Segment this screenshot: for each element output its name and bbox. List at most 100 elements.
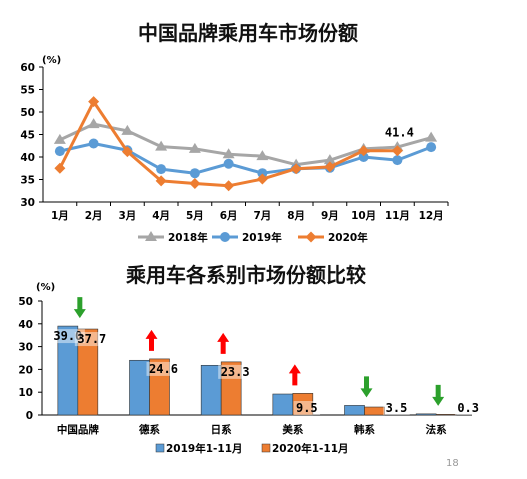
data-point-2020年 <box>290 163 302 175</box>
y-tick-label: 40 <box>18 319 33 331</box>
data-point-2018年 <box>188 142 201 153</box>
x-tick-label: 1月 <box>51 210 69 222</box>
bar-2020年1-11月-中国品牌 <box>77 328 99 416</box>
data-label-bg <box>383 401 410 415</box>
bar-2020年1-11月-日系 <box>220 361 242 416</box>
page-number: 18 <box>446 458 459 469</box>
x-tick-label: 德系 <box>138 423 160 436</box>
legend-marker <box>305 231 317 243</box>
legend-label: 2020年1-11月 <box>272 442 349 455</box>
bar-2019年1-11月-法系 <box>415 413 437 416</box>
data-point-2019年 <box>358 152 369 162</box>
x-tick-label: 4月 <box>152 210 170 222</box>
data-point-2019年 <box>392 155 403 166</box>
data-label: 24.6 <box>149 362 178 376</box>
y-tick-label: 50 <box>20 107 35 119</box>
data-point-2018年 <box>121 124 134 135</box>
data-label: 9.5 <box>296 401 318 415</box>
legend-swatch <box>261 443 271 453</box>
y-tick-label: 30 <box>20 197 35 209</box>
series-line-2019年 <box>59 142 432 175</box>
x-tick-label: 韩系 <box>354 423 375 436</box>
x-tick-label: 2月 <box>85 210 103 222</box>
trend-arrow-down-韩系 <box>360 376 373 398</box>
legend-label: 2018年 <box>168 231 208 244</box>
data-point-2020年 <box>256 173 268 185</box>
data-point-2019年 <box>223 158 234 169</box>
x-tick-label: 日系 <box>211 423 232 436</box>
legend-label: 2019年1-11月 <box>166 442 243 455</box>
line-chart-series: 41.4 <box>53 96 438 192</box>
y-tick-label: 0 <box>26 410 33 422</box>
data-point-2020年 <box>155 175 167 187</box>
legend-item-2018年: 2018年 <box>138 231 208 244</box>
legend-marker <box>145 231 157 241</box>
data-point-2019年 <box>189 168 200 179</box>
trend-arrow-up-德系 <box>145 329 158 351</box>
data-point-2018年 <box>256 150 269 161</box>
y-tick-label: 35 <box>20 175 35 187</box>
series-line-2020年 <box>58 100 398 188</box>
data-point-2020年 <box>391 145 403 157</box>
data-point-2018年 <box>87 118 100 129</box>
data-label-bg <box>50 329 85 344</box>
data-point-2018年 <box>155 140 168 151</box>
y-tick-label: 50 <box>18 296 33 308</box>
trend-arrow-up-美系 <box>288 364 301 386</box>
legend-label: 2020年 <box>328 231 368 244</box>
data-label-bg <box>454 401 482 415</box>
data-label-bg <box>293 401 321 415</box>
data-point-2018年 <box>53 133 66 144</box>
trend-arrow-up-日系 <box>217 332 230 354</box>
bar-chart-data-labels: 39.037.7 24.6 23.3 9.5 3.5 0.3 <box>50 329 482 415</box>
data-point-2020年 <box>189 178 201 190</box>
y-tick-label: 40 <box>20 152 35 164</box>
x-tick-label: 10月 <box>351 210 376 222</box>
x-tick-label: 6月 <box>220 210 238 222</box>
data-label: 39.0 <box>53 329 82 343</box>
trend-arrow-down-中国品牌 <box>73 297 86 319</box>
line-chart-unit-label: (%) <box>42 55 61 66</box>
data-label: 37.7 <box>77 332 106 346</box>
bar-chart-title: 乘用车各系别市场份额比较 <box>125 263 366 287</box>
x-tick-label: 美系 <box>282 423 303 436</box>
legend-label: 2019年 <box>242 231 282 244</box>
data-point-2019年 <box>257 168 268 179</box>
y-tick-label: 30 <box>18 342 33 354</box>
bar-2019年1-11月-美系 <box>272 393 294 416</box>
bar-chart-trend-arrows <box>73 297 445 406</box>
bar-2020年1-11月-德系 <box>149 358 170 416</box>
y-tick-label: 20 <box>18 364 33 376</box>
legend-item-2019年: 2019年 <box>212 231 282 244</box>
data-label: 0.3 <box>457 401 479 415</box>
data-point-2020年 <box>358 145 370 157</box>
data-point-2020年 <box>121 146 133 158</box>
line-chart-legend: 2018年 2019年 2020年 <box>138 231 368 244</box>
x-tick-label: 9月 <box>321 210 339 222</box>
data-point-2020年 <box>324 161 336 173</box>
legend-marker <box>220 232 230 242</box>
bar-chart-bars <box>57 325 457 416</box>
x-tick-label: 11月 <box>385 210 410 222</box>
x-tick-label: 5月 <box>186 210 204 222</box>
bar-chart-legend: 2019年1-11月 2020年1-11月 <box>155 442 349 455</box>
bar-2020年1-11月-韩系 <box>364 406 385 416</box>
data-point-2019年 <box>88 138 99 149</box>
x-tick-label: 8月 <box>287 210 305 222</box>
bar-chart-axes: 0 10 20 30 40 50 中国品牌 德系 日系 美系 韩系 法系 <box>18 296 472 436</box>
y-tick-label: 45 <box>20 130 35 142</box>
data-point-2019年 <box>54 146 65 157</box>
legend-swatch <box>155 443 165 453</box>
x-tick-label: 中国品牌 <box>57 423 99 436</box>
data-label-bg <box>146 361 181 376</box>
data-point-2020年 <box>54 162 66 174</box>
legend-item-2019年1-11月: 2019年1-11月 <box>155 442 243 455</box>
y-tick-label: 60 <box>20 62 35 74</box>
bar-2019年1-11月-韩系 <box>344 405 365 416</box>
x-tick-label: 法系 <box>426 423 447 436</box>
x-tick-label: 12月 <box>419 210 444 222</box>
data-point-2020年 <box>223 180 235 192</box>
data-label-bg <box>74 332 109 347</box>
legend-item-2020年: 2020年 <box>298 231 368 244</box>
